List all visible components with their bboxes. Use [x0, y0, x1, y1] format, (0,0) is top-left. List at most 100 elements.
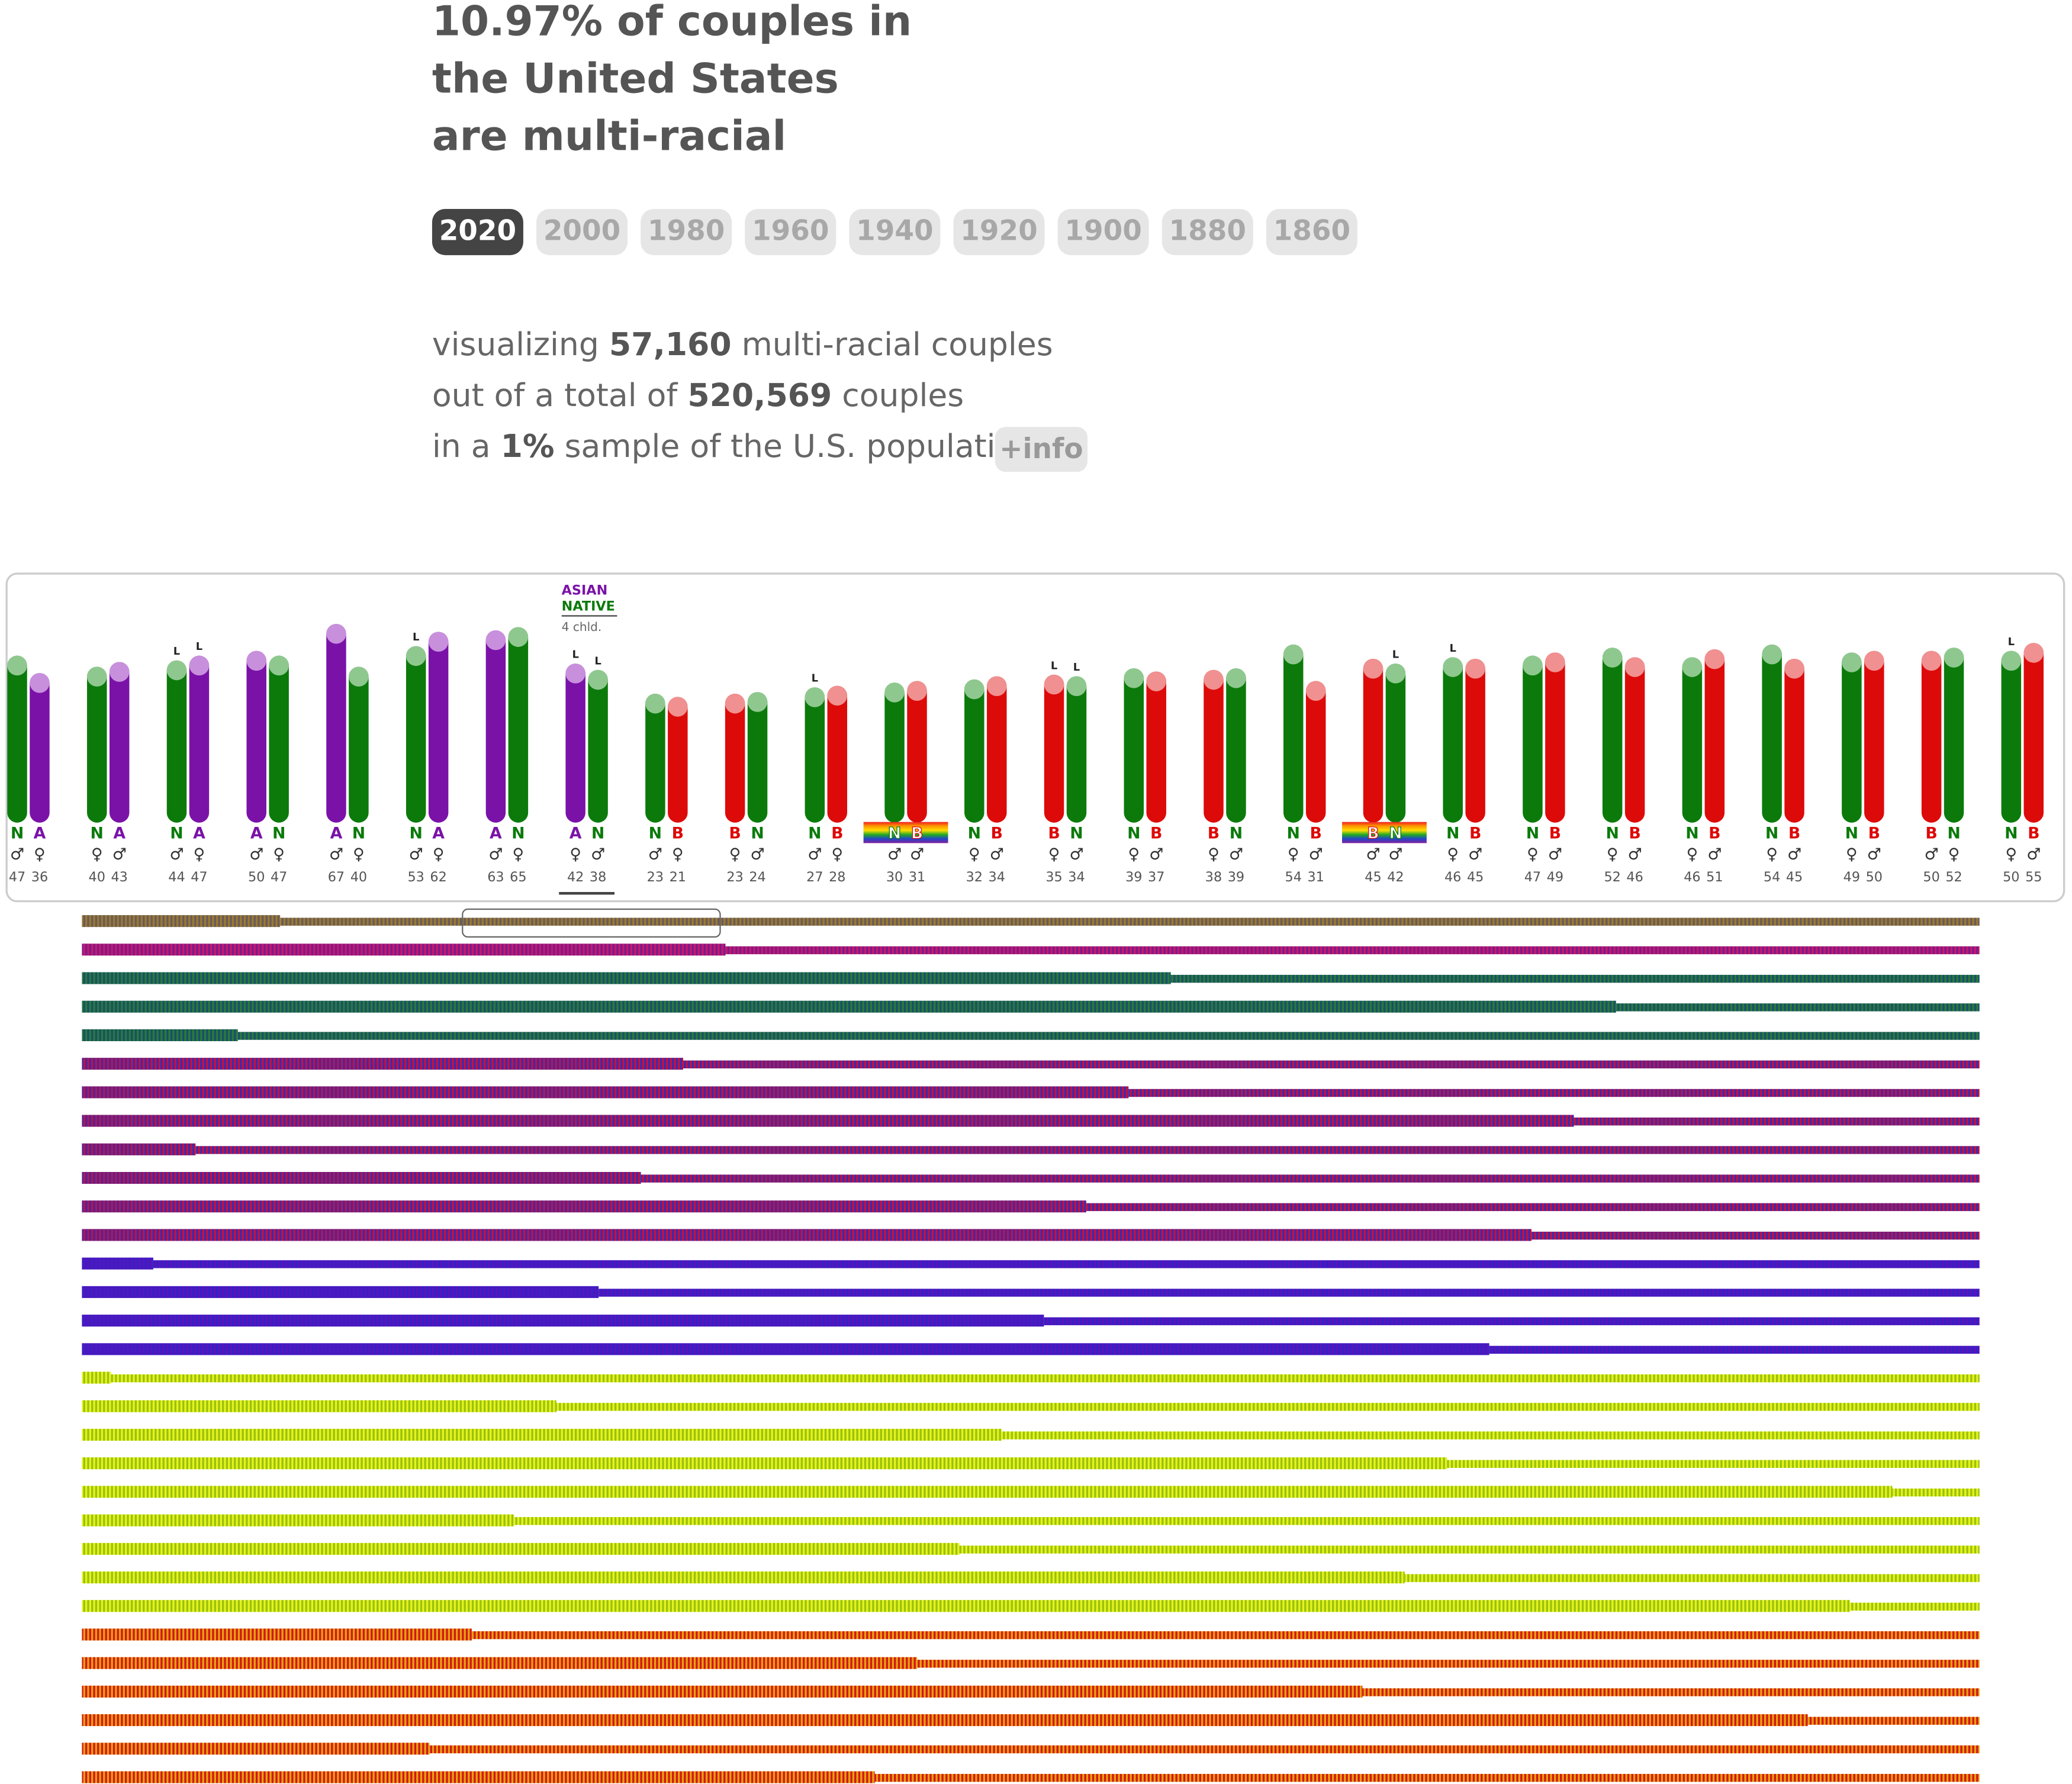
age: 50	[248, 870, 265, 885]
gender: ♀	[513, 845, 525, 864]
couple[interactable]: B ♂ 50 N ♀ 52	[1921, 648, 1964, 885]
couple[interactable]: L B ♂ 45 N ♂ 42	[1342, 649, 1427, 885]
couple[interactable]: L N ♂ 53 A ♀ 62	[406, 631, 449, 885]
race-letter: B	[1208, 824, 1220, 842]
gender: ♂	[887, 845, 902, 864]
stripe-row-thin	[153, 1260, 1980, 1268]
gender: ♂	[1069, 845, 1083, 864]
gender: ♂	[1548, 845, 1562, 864]
race-letter: B	[1310, 824, 1321, 842]
age: 37	[1148, 870, 1164, 885]
couple[interactable]: N ♀ 40 A ♂ 43	[87, 662, 130, 885]
tooltip-line: ASIAN	[562, 583, 608, 598]
year-button[interactable]: 1900	[1057, 208, 1149, 256]
stripe-row-thin	[683, 1060, 1980, 1068]
stripe-row-thin	[725, 946, 1980, 955]
stripe-row-thick	[82, 1571, 1405, 1584]
tooltip-children: 4 chld.	[562, 620, 602, 634]
viewport-box	[462, 908, 721, 938]
race-letter: N	[91, 824, 104, 842]
couple[interactable]: N ♀ 49 B ♂ 50	[1842, 651, 1884, 885]
race-letter: B	[1048, 824, 1060, 842]
stripe-row-thick	[82, 1200, 1086, 1213]
gender: ♀	[1687, 845, 1698, 864]
stripe-row-thick	[82, 972, 1171, 984]
headline: the United States	[432, 56, 839, 103]
gender: ♂	[648, 845, 662, 864]
year-button[interactable]: 2020	[432, 208, 523, 256]
tag: L	[812, 672, 818, 685]
year-button[interactable]: 1880	[1162, 208, 1253, 256]
stripe-row-thin	[1532, 1231, 1980, 1240]
race-letter: N	[968, 824, 981, 842]
couple[interactable]: N ♀ 54 B ♂ 45	[1762, 644, 1804, 885]
stripe-row-thick	[82, 943, 726, 956]
couple[interactable]: N ♀ 52 B ♂ 46	[1602, 648, 1645, 885]
gender: ♀	[1128, 845, 1140, 864]
stripe-row-thin	[1489, 1345, 1980, 1354]
year-button[interactable]: 1860	[1266, 208, 1357, 256]
info-button[interactable]: +info	[995, 427, 1088, 472]
stripe-row-thick	[82, 1000, 1616, 1013]
tag: L	[1392, 649, 1399, 661]
couple[interactable]: L N ♀ 50 B ♂ 55	[2001, 636, 2044, 885]
race-letter: B	[911, 824, 923, 842]
race-letter: B	[1868, 824, 1880, 842]
couple[interactable]: N ♀ 54 B ♂ 31	[1283, 644, 1326, 885]
couple[interactable]: A ♂ 67 N ♀ 40	[326, 624, 369, 885]
couple[interactable]: L L B ♀ 35 N ♂ 34	[1044, 659, 1087, 885]
tag: L	[572, 649, 578, 661]
stripe-row-thick	[82, 1514, 514, 1527]
couple[interactable]: B ♀ 23 N ♂ 24	[725, 692, 768, 885]
stripe-row-thick	[82, 1286, 599, 1298]
couple[interactable]: N ♂ 30 B ♂ 31	[863, 681, 948, 885]
chromosome-cap	[1066, 676, 1087, 696]
race-letter: N	[352, 824, 365, 842]
age: 45	[1467, 870, 1484, 885]
couple[interactable]: A ♂ 50 N ♀ 47	[246, 651, 289, 885]
couple[interactable]: A ♂ 63 N ♀ 65	[485, 627, 529, 885]
race-letter: N	[511, 824, 525, 842]
year-button[interactable]: 1920	[953, 208, 1045, 256]
stripe-row-thick	[82, 1229, 1532, 1241]
age: 24	[749, 870, 765, 885]
tag: L	[1450, 642, 1456, 655]
chromosome-cap	[485, 630, 506, 651]
race-letter: N	[649, 824, 662, 842]
couple[interactable]: N ♀ 46 B ♂ 51	[1682, 649, 1725, 885]
info-line: in a 1% sample of the U.S. population	[432, 427, 1035, 465]
couple[interactable]: N ♀ 32 B ♂ 34	[964, 676, 1007, 885]
year-button[interactable]: 1960	[745, 208, 836, 256]
info-segment: visualizing	[432, 326, 609, 363]
couple[interactable]: L N ♂ 27 B ♀ 28	[805, 672, 848, 885]
gender: ♂	[1229, 845, 1243, 864]
race-letter: N	[1947, 824, 1960, 842]
gender: ♀	[1766, 845, 1778, 864]
year-button[interactable]: 2000	[536, 208, 628, 256]
age: 38	[1205, 870, 1222, 885]
couple[interactable]: N ♀ 47 B ♂ 49	[1523, 652, 1565, 885]
age: 45	[1365, 870, 1381, 885]
gender: ♂	[2026, 845, 2041, 864]
chromosome-cap	[406, 646, 426, 666]
year-button[interactable]: 1940	[849, 208, 941, 256]
stripe-row-thick	[82, 1600, 1851, 1612]
year-button[interactable]: 1980	[641, 208, 732, 256]
age: 28	[829, 870, 845, 885]
couple[interactable]: B ♀ 38 N ♂ 39	[1204, 668, 1246, 885]
race-letter: N	[1287, 824, 1300, 842]
couple[interactable]: L N ♀ 46 B ♂ 45	[1443, 642, 1485, 885]
couple[interactable]: L L A ♀ 42 N ♂ 38	[559, 649, 614, 895]
stripe-row-thick	[82, 1457, 1447, 1470]
year-button-bg	[953, 208, 1045, 256]
couple[interactable]: N ♂ 47 A ♀ 36	[7, 655, 50, 885]
year-label: 1860	[1273, 215, 1350, 247]
couple[interactable]: N ♂ 23 B ♀ 21	[645, 693, 688, 885]
stripe-row-thin	[429, 1745, 1980, 1754]
race-letter: A	[193, 824, 205, 842]
chromosome-cap	[189, 655, 210, 676]
couple[interactable]: N ♀ 39 B ♂ 37	[1124, 668, 1166, 885]
couples-card	[5, 572, 2065, 903]
couple[interactable]: L L N ♂ 44 A ♀ 47	[166, 640, 210, 885]
